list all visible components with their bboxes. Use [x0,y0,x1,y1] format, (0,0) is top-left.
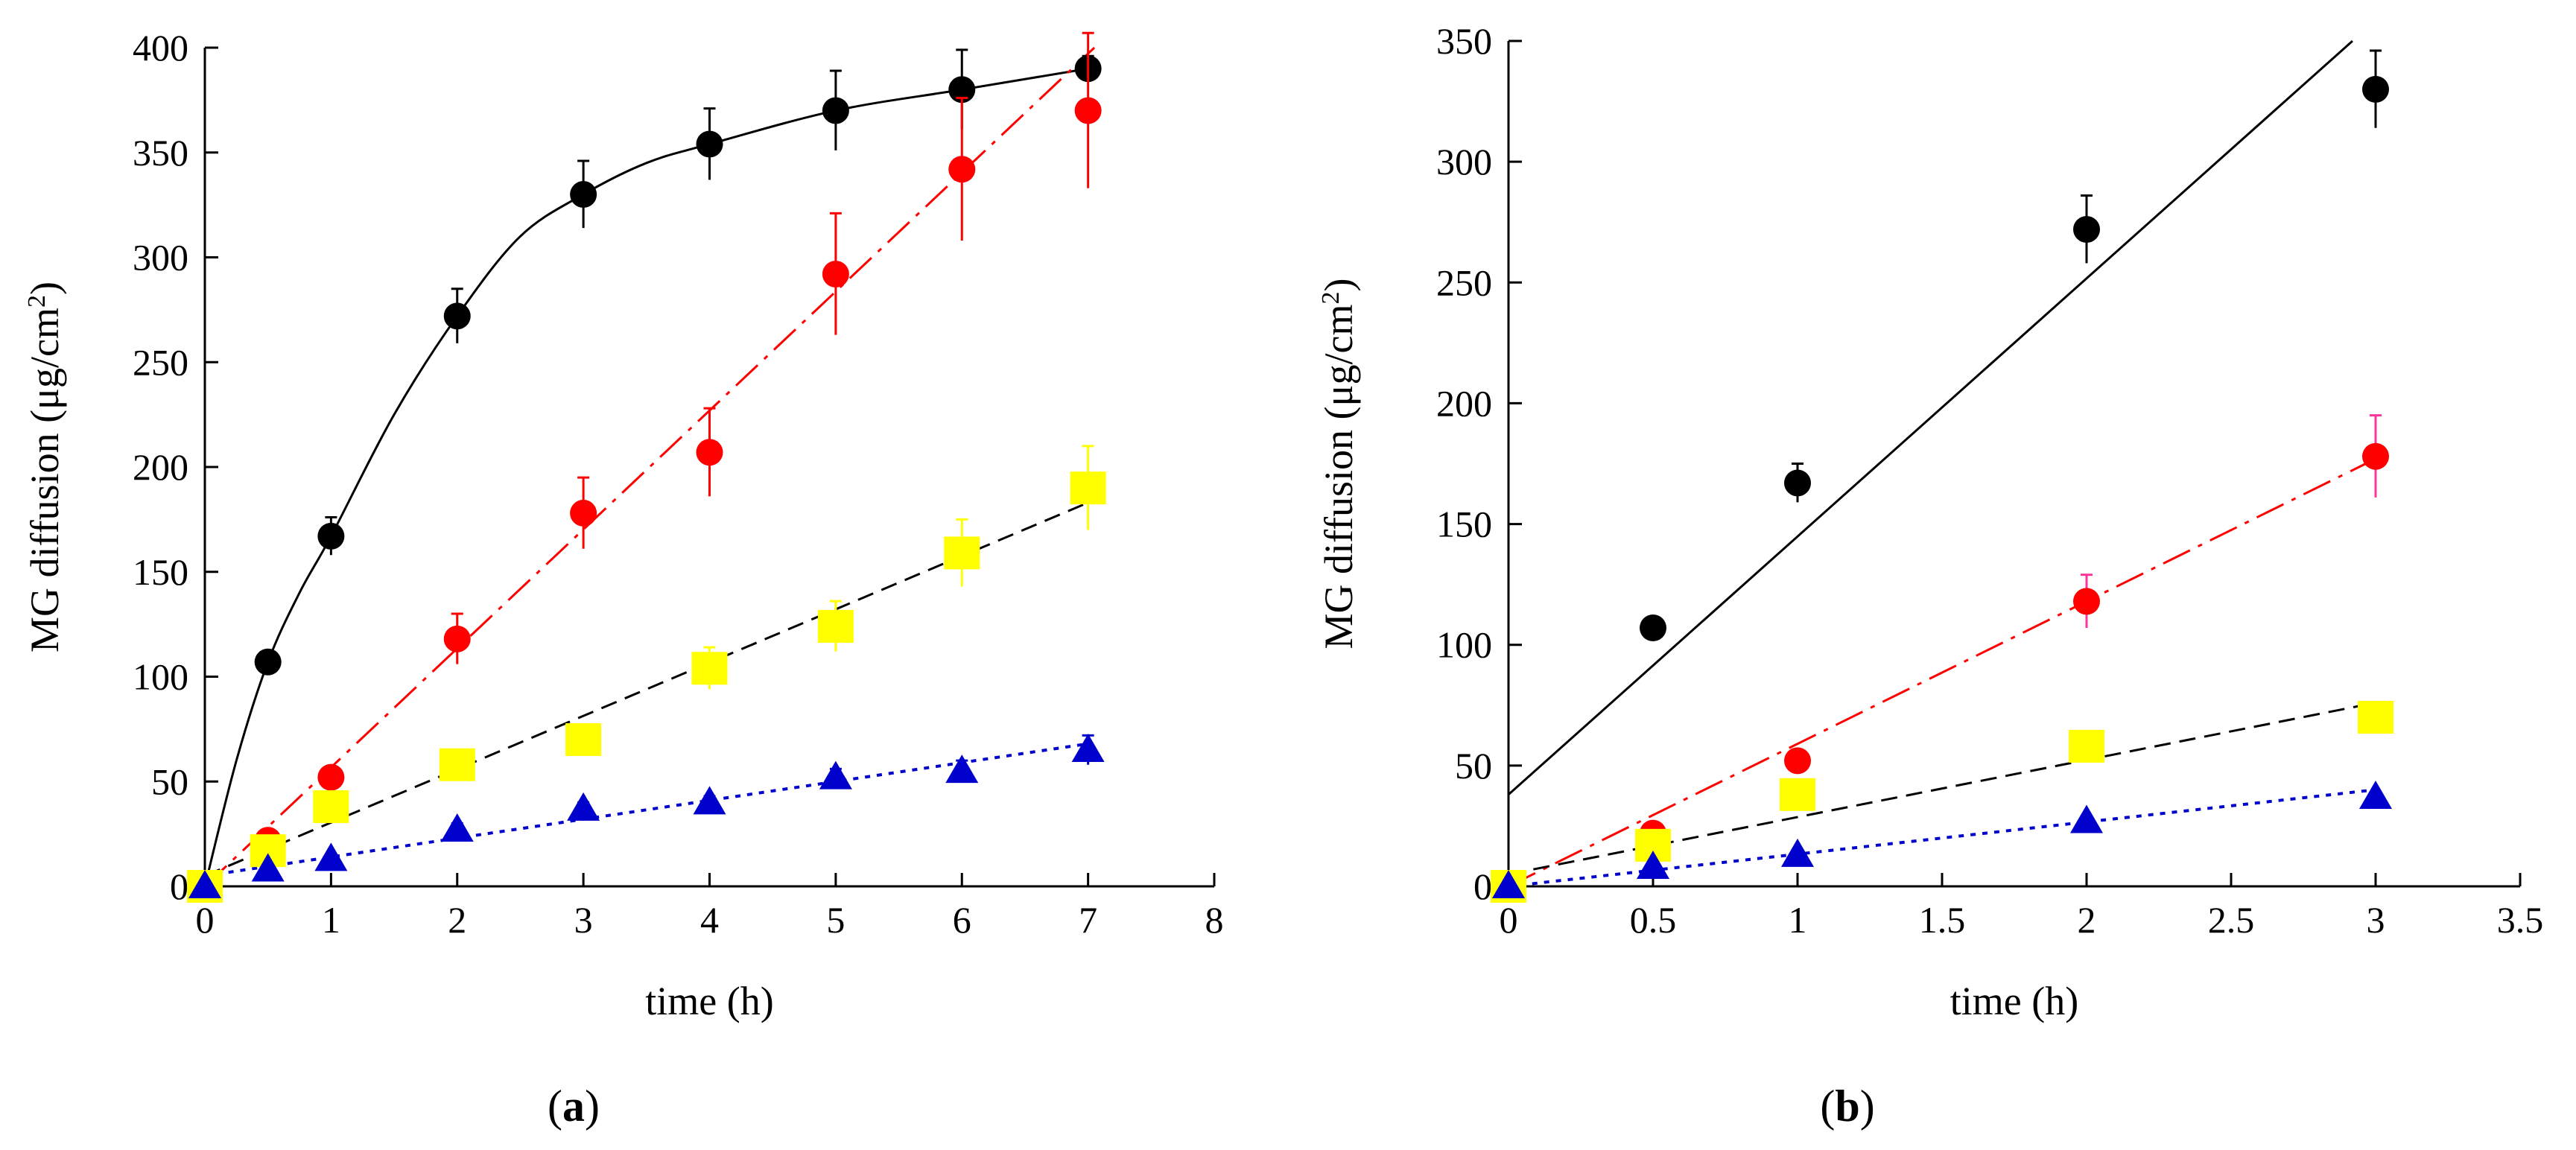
y-tick-label: 400 [133,27,188,69]
data-point-series-3 [1637,851,1669,880]
y-tick-label: 150 [1436,503,1492,545]
y-tick-label: 100 [1436,624,1492,666]
data-point-series-1 [317,763,345,791]
data-point-series-3 [1071,734,1105,763]
x-tick-label: 7 [1079,899,1097,941]
data-point-series-3 [251,853,285,882]
y-tick-label: 0 [1473,865,1492,907]
y-tick-label: 350 [1436,20,1492,62]
fit-line-1 [203,46,1096,888]
y-tick-label: 250 [1436,261,1492,303]
data-point-series-2 [313,790,349,824]
x-tick-label: 1 [322,899,340,941]
data-point-series-3 [567,792,600,821]
data-point-series-3 [819,760,852,790]
fit-line-0 [1508,39,2353,795]
data-point-series-0 [2073,215,2100,243]
fit-line-2 [1508,702,2376,876]
x-tick-label: 2 [448,899,466,941]
x-tick-label: 2.5 [2208,899,2255,941]
data-point-series-2 [691,652,728,685]
data-point-series-3 [693,786,726,815]
x-axis-title: time (h) [1950,979,2078,1023]
y-axis-title: MG diffusion (μg/cm2) [1316,279,1361,649]
x-tick-label: 3 [2367,899,2385,941]
x-tick-label: 0 [1500,899,1518,941]
x-tick-label: 2 [2078,899,2096,941]
fit-line-1 [1508,457,2376,888]
data-point-series-0 [570,181,597,209]
fit-line-0 [203,67,1088,887]
panel-a-chart: 0 1 2 3 4 5 6 7 8 0 50 100 150 200 250 300 350 400 time (h… [22,27,1224,1131]
data-point-series-2 [439,748,475,781]
data-point-series-1 [822,261,849,288]
panel-label: (b) [1820,1081,1874,1131]
x-tick-label: 0 [196,899,215,941]
data-point-series-2 [944,536,980,570]
y-tick-label: 250 [133,341,188,383]
y-tick-label: 350 [133,132,188,174]
data-point-series-3 [1781,838,1814,867]
data-point-series-3 [2359,781,2392,810]
y-tick-label: 300 [1436,141,1492,182]
data-point-series-2 [2069,729,2104,763]
data-point-series-2 [565,722,602,756]
data-point-series-0 [443,302,471,330]
data-point-series-0 [1640,614,1666,642]
y-tick-label: 200 [1436,382,1492,424]
y-tick-label: 300 [133,237,188,279]
data-point-series-1 [2073,588,2100,615]
fit-line-2 [204,501,1089,877]
data-point-series-3 [314,842,348,871]
data-point-series-1 [570,499,597,527]
data-point-series-1 [443,625,471,652]
data-point-series-0 [822,97,849,124]
data-point-series-3 [1492,870,1525,898]
data-point-series-0 [317,522,345,550]
data-point-series-2 [817,609,854,643]
x-tick-label: 6 [953,899,971,941]
x-axis-title: time (h) [645,979,773,1023]
data-point-series-0 [948,76,976,104]
y-tick-label: 50 [151,760,188,802]
y-tick-label: 200 [133,446,188,488]
data-point-series-2 [1070,471,1106,505]
x-tick-label: 1 [1789,899,1807,941]
y-tick-label: 0 [170,865,188,907]
x-tick-label: 1.5 [1919,899,1966,941]
x-tick-label: 0.5 [1630,899,1677,941]
x-tick-label: 4 [700,899,719,941]
data-point-series-0 [254,648,282,676]
data-point-series-1 [696,439,723,466]
y-tick-label: 100 [133,656,188,698]
y-axis-title: MG diffusion (μg/cm2) [22,282,67,652]
y-tick-label: 50 [1455,745,1492,787]
x-tick-label: 5 [826,899,845,941]
data-point-series-1 [1074,97,1102,124]
panel-b-chart: 0 0.5 1 1.5 2 2.5 3 3.5 0 50 100 150 200 250 300 350 tim… [1316,20,2543,1131]
x-tick-label: 3.5 [2497,899,2544,941]
data-point-series-2 [2358,701,2393,734]
data-point-series-2 [1780,778,1815,811]
data-point-series-3 [188,870,221,898]
data-point-series-3 [440,813,474,842]
data-point-series-1 [2362,442,2389,470]
data-point-series-1 [948,156,976,183]
data-point-series-0 [1784,469,1811,497]
x-tick-label: 3 [574,899,593,941]
data-point-series-0 [2362,75,2389,103]
y-tick-label: 150 [133,551,188,593]
data-point-series-3 [2070,804,2103,833]
x-tick-label: 8 [1205,899,1224,941]
panel-label: (a) [548,1081,600,1131]
data-point-series-1 [1784,747,1811,775]
data-point-series-0 [696,130,723,158]
data-point-series-3 [945,755,979,784]
